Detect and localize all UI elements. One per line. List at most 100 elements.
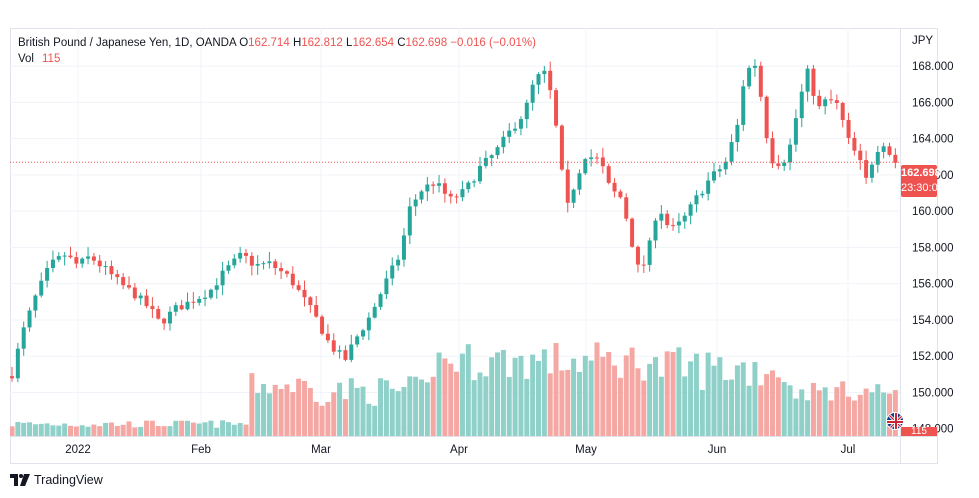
candle-body [50,259,55,269]
change-value: −0.016 (−0.01%) [450,37,536,49]
time-axis-separator [10,436,938,437]
candle-body [641,264,646,266]
candle-body [109,266,114,275]
close-value: 162.698 [405,37,448,49]
last-price-tag: 162.698 23:30:02 [901,165,944,197]
candle-body [45,268,50,281]
chart-frame [10,28,938,464]
volume-bar [448,363,454,436]
close-label: C [397,37,406,49]
volume-bar [272,384,278,436]
volume-bar [623,355,629,436]
candle-body [33,295,38,311]
volume-bar [284,384,290,436]
volume-bar [144,420,150,436]
candle-body [483,157,488,166]
candle-body [741,86,746,125]
volume-bar [489,357,495,436]
volume-bar [348,378,354,436]
volume-bar [530,354,536,436]
volume-bar [483,376,489,436]
candle-body [624,197,629,219]
volume-bar [196,423,202,436]
candle-body [355,336,360,345]
candle-body [630,218,635,247]
candle-body [62,255,67,257]
candle-body [214,285,219,290]
candle-body [542,70,547,75]
symbol-title: British Pound / Japanese Yen, 1D, OANDA [18,37,236,49]
y-tick-label: 164.000 [912,134,954,146]
y-tick-label: 158.000 [912,242,954,254]
volume-bar [32,424,38,436]
candle-body [518,119,523,129]
volume-bar [846,396,852,436]
chart-plot[interactable] [10,28,900,436]
volume-bar [699,389,705,436]
volume-bar [372,405,378,436]
high-label: H [292,37,302,49]
candle-body [407,206,412,236]
candle-body [595,157,599,159]
volume-bar [471,380,477,436]
volume-bar [612,365,618,436]
candle-body [829,99,833,101]
candle-body [823,99,828,107]
volume-bar [682,376,688,436]
candle-body [220,270,225,286]
candles [10,59,898,383]
volume-bar [132,427,138,436]
volume-bar [594,342,600,436]
volume-value: 115 [42,53,61,65]
uk-flag-icon[interactable] [886,412,904,430]
candle-body [226,265,231,271]
volume-bar [506,376,512,436]
volume-bar [266,393,272,436]
candle-body [320,316,325,334]
candle-body [752,65,757,68]
candle-body [56,256,61,260]
candle-body [103,266,108,268]
volume-bar [799,389,805,436]
volume-bar [342,399,348,436]
open-value: 162.714 [248,37,290,49]
candle-body [244,252,248,256]
bar-countdown: 23:30:02 [901,182,944,194]
volume-bar [752,362,758,436]
volume-bar [231,424,237,436]
candle-body [524,102,529,120]
volume-bar [658,376,664,436]
volume-bar [91,424,97,436]
volume-bar [97,426,103,436]
candle-body [864,160,869,178]
candle-body [15,348,20,379]
volume-bar [179,420,185,436]
candle-body [144,295,149,307]
volume-bar [500,349,506,436]
volume-bar [389,388,395,436]
volume-bar [635,368,641,436]
candle-body [296,285,301,290]
candle-body [682,215,687,222]
candle-body [115,274,120,278]
x-tick-label: Feb [191,444,211,456]
candle-body [208,289,213,298]
volume-bar [302,380,307,436]
candle-body [390,265,395,279]
volume-bar [56,425,62,436]
volume-bar [354,387,360,436]
x-tick-label: Jun [708,444,727,456]
candle-body [27,310,32,328]
volume-bar [15,421,21,436]
candle-body [495,147,500,156]
tradingview-brand[interactable]: TradingView [10,473,103,487]
candle-body [325,333,330,341]
candle-body [817,95,822,107]
candle-body [431,184,436,186]
volume-bar [202,422,208,436]
volume-bar [138,426,144,436]
candle-body [273,261,278,269]
volume-bar [161,426,167,436]
volume-bar [600,356,606,436]
volume-bar [261,384,267,436]
